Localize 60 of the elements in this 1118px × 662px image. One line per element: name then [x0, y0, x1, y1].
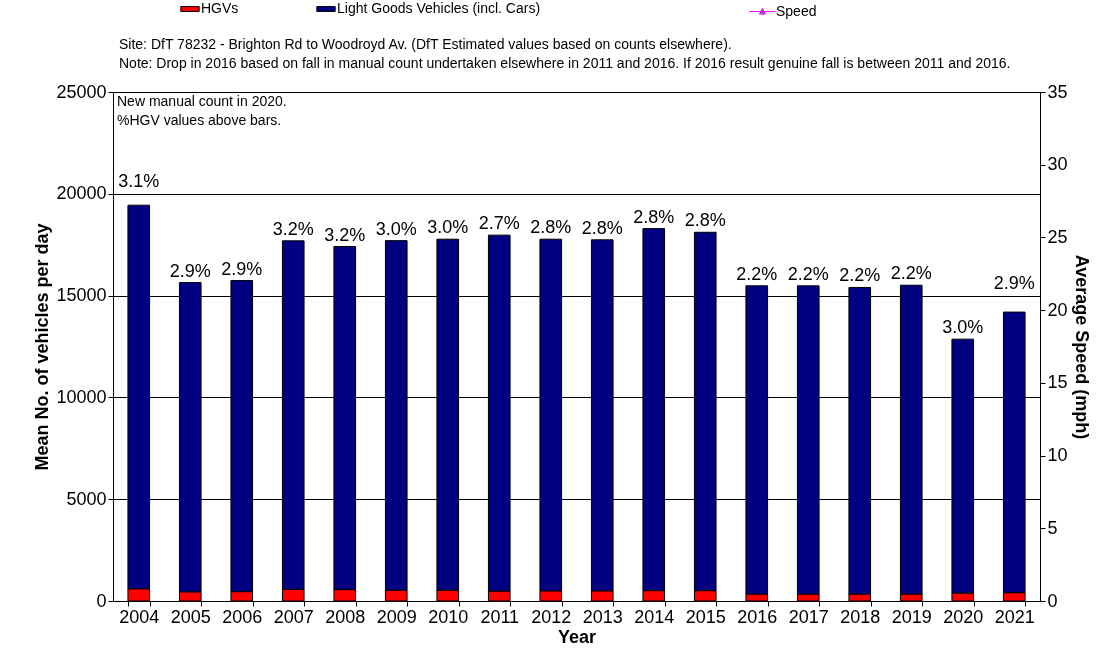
y-axis-title: Mean No. of vehicles per day: [32, 223, 53, 471]
y2-tick-label: 20: [1047, 299, 1068, 320]
y-tick-label: 10000: [56, 386, 107, 407]
y-tick-label: 5000: [66, 488, 107, 509]
y-tick-label: 25000: [56, 81, 107, 102]
x-tick-label: 2015: [685, 606, 726, 627]
y2-tick-label: 25: [1047, 226, 1068, 247]
annotation: 2.7%: [478, 213, 520, 234]
y2-tick-label: 15: [1047, 372, 1068, 393]
annotation: 2.9%: [221, 258, 263, 279]
x-tick-label: 2009: [376, 606, 417, 627]
annotation: 2.9%: [993, 272, 1035, 293]
legend-label: Speed: [776, 2, 817, 19]
y-tick-label: 20000: [56, 183, 107, 204]
annotation: 3.1%: [118, 170, 160, 191]
annotation: 3.0%: [942, 317, 984, 338]
y2-tick-label: 0: [1047, 590, 1058, 611]
x-tick-label: 2007: [273, 606, 314, 627]
x-tick-label: 2011: [480, 606, 520, 627]
annotation: 3.2%: [272, 218, 314, 239]
y2-tick-label: 5: [1047, 517, 1058, 538]
legend-label: Light Goods Vehicles (incl. Cars): [337, 0, 541, 16]
y-tick-label: 0: [96, 590, 107, 611]
x-tick-label: 2014: [634, 606, 675, 627]
annotation: %HGV values above bars.: [117, 112, 282, 128]
x-tick-label: 2013: [582, 606, 623, 627]
annotation: 2.2%: [839, 265, 881, 286]
x-tick-label: 2017: [788, 606, 829, 627]
annotation: 3.0%: [375, 218, 417, 239]
y2-tick-label: 35: [1047, 81, 1068, 102]
x-tick-label: 2021: [994, 606, 1035, 627]
x-axis-title: Year: [557, 626, 597, 647]
annotation: 2.2%: [890, 263, 932, 284]
annotation: 2.8%: [530, 217, 572, 238]
x-tick-label: 2010: [428, 606, 469, 627]
x-tick-label: 2012: [531, 606, 572, 627]
annotation: 2.8%: [633, 206, 675, 227]
annotation: 2.2%: [736, 263, 778, 284]
legend-label: HGVs: [201, 0, 239, 16]
x-tick-label: 2018: [840, 606, 881, 627]
y-tick-label: 15000: [56, 285, 107, 306]
annotation: 2.9%: [169, 260, 211, 281]
y2-tick-label: 10: [1047, 445, 1068, 466]
x-tick-label: 2019: [891, 606, 932, 627]
annotation: 2.8%: [581, 217, 623, 238]
x-tick-label: 2008: [325, 606, 366, 627]
annotation: New manual count in 2020.: [117, 93, 287, 109]
x-tick-label: 2004: [119, 606, 160, 627]
annotation: 3.0%: [427, 217, 469, 238]
x-tick-label: 2005: [170, 606, 211, 627]
annotation: 2.8%: [684, 210, 726, 231]
text: Note: Drop in 2016 based on fall in manual count undertaken elsewhere in 2011 and 2016. If 2016 result genuine fall is between 2011 and 2016.: [119, 55, 1011, 71]
x-tick-label: 2016: [737, 606, 778, 627]
annotation: 2.2%: [787, 263, 829, 284]
y2-tick-label: 30: [1047, 154, 1068, 175]
x-tick-label: 2020: [943, 606, 984, 627]
text: Site: DfT 78232 - Brighton Rd to Woodroyd Av. (DfT Estimated values based on counts elsewhere).: [119, 36, 732, 52]
x-tick-label: 2006: [222, 606, 263, 627]
annotation: 3.2%: [324, 224, 366, 245]
y2-axis-title: Average Speed (mph): [1071, 254, 1092, 440]
